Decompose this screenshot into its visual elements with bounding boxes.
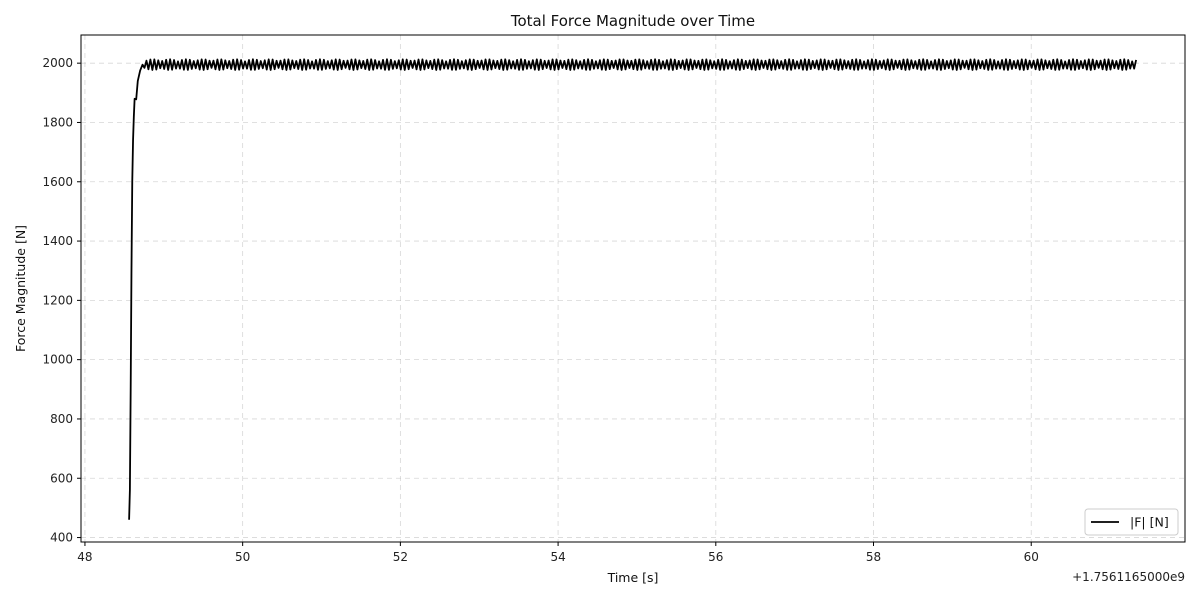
- plot-frame: [80, 34, 1186, 543]
- x-tick-label: 50: [235, 550, 250, 564]
- y-tick-label: 800: [50, 412, 73, 426]
- y-tick-label: 1400: [42, 234, 73, 248]
- y-tick-label: 600: [50, 471, 73, 485]
- x-tick-label: 56: [708, 550, 723, 564]
- y-tick-label: 1600: [42, 175, 73, 189]
- y-tick-label: 1000: [42, 353, 73, 367]
- chart-title: Total Force Magnitude over Time: [510, 12, 755, 30]
- y-tick-label: 1200: [42, 293, 73, 307]
- y-axis-label: Force Magnitude [N]: [13, 225, 28, 352]
- grid-lines: [81, 35, 1185, 542]
- y-tick-label: 2000: [42, 56, 73, 70]
- x-tick-label: 48: [77, 550, 92, 564]
- y-tick-label: 1800: [42, 115, 73, 129]
- x-tick-label: 52: [393, 550, 408, 564]
- legend-box: [1084, 508, 1179, 536]
- x-tick-label: 54: [550, 550, 565, 564]
- x-axis-offset-label: +1.7561165000e9: [1072, 570, 1185, 584]
- x-tick-label: 58: [866, 550, 881, 564]
- legend: |F| [N]: [1084, 508, 1179, 536]
- x-axis-label: Time [s]: [607, 570, 659, 585]
- y-tick-label: 400: [50, 531, 73, 545]
- series-line-force: [128, 58, 1137, 520]
- legend-label: |F| [N]: [1130, 515, 1169, 530]
- axis-ticks: 48 50 52 54 56 58 60 400 600 800 1000 1200 1400 1600 1…: [42, 56, 1038, 564]
- x-tick-label: 60: [1024, 550, 1039, 564]
